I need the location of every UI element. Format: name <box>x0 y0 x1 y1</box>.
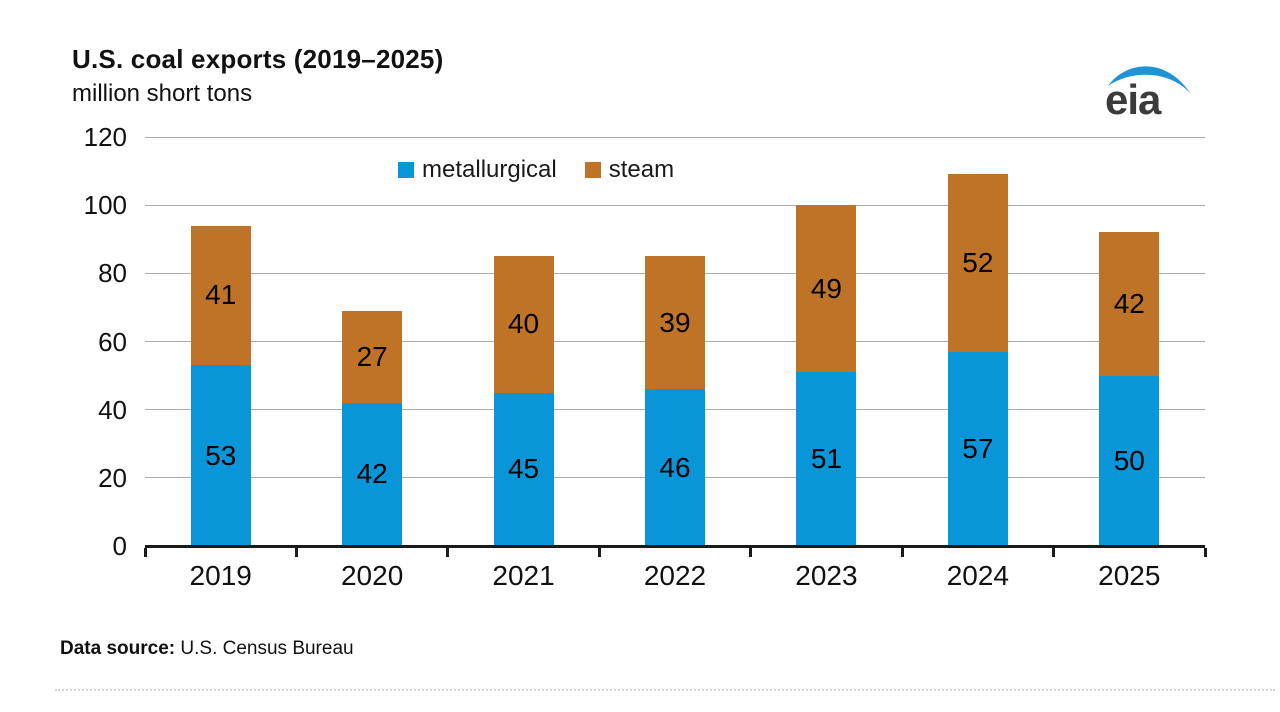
y-axis-label-40: 40 <box>98 394 127 425</box>
x-axis-label-2023: 2023 <box>795 560 858 591</box>
data-source-label: Data source: <box>60 638 176 659</box>
x-axis-tick-5 <box>900 548 904 557</box>
bar-segment-steam-2024 <box>947 174 1008 352</box>
bar-segment-metallurgical-2020 <box>342 402 403 546</box>
y-axis-label-100: 100 <box>83 190 127 221</box>
bar-segment-metallurgical-2024 <box>947 351 1008 546</box>
bar-label-metallurgical-2020: 42 <box>356 458 388 490</box>
bar-label-metallurgical-2025: 50 <box>1113 444 1145 476</box>
bar-label-metallurgical-2021: 45 <box>507 453 540 485</box>
y-axis-label-60: 60 <box>98 326 127 357</box>
bar-label-steam-2019: 41 <box>205 279 237 311</box>
data-source-value: U.S. Census Bureau <box>180 638 354 659</box>
bar-segment-metallurgical-2025 <box>1099 375 1160 546</box>
x-axis-tick-4 <box>749 548 753 557</box>
bar-segment-steam-2021 <box>493 256 554 393</box>
chart-title: U.S. coal exports (2019–2025) <box>72 44 444 74</box>
bottom-dotted-separator <box>55 689 1275 691</box>
bar-segment-steam-2022 <box>645 256 705 390</box>
bar-label-metallurgical-2023: 51 <box>810 443 842 475</box>
bar-segment-steam-2023 <box>796 205 857 373</box>
bar-segment-steam-2019 <box>190 225 251 366</box>
x-axis-label-2019: 2019 <box>189 560 252 591</box>
x-axis-label-2021: 2021 <box>492 560 555 591</box>
x-axis-label-2022: 2022 <box>643 560 707 591</box>
x-axis-line <box>145 545 1205 548</box>
x-axis-tick-7 <box>1203 548 1207 557</box>
bar-label-steam-2023: 49 <box>810 272 842 304</box>
bar-label-metallurgical-2024: 57 <box>962 432 994 464</box>
x-axis-tick-2 <box>446 548 450 557</box>
bar-label-steam-2020: 27 <box>356 340 388 372</box>
gridline-100 <box>145 204 1205 206</box>
bar-segment-steam-2020 <box>342 310 403 403</box>
bar-segment-metallurgical-2023 <box>796 372 857 546</box>
y-axis-label-0: 0 <box>112 531 127 561</box>
legend-item-steam: steam <box>584 156 675 184</box>
legend-swatch-metallurgical <box>398 162 414 178</box>
y-axis-label-20: 20 <box>98 462 127 493</box>
x-axis-tick-1 <box>294 548 298 557</box>
legend-swatch-steam <box>584 162 601 178</box>
chart-header: U.S. coal exports (2019–2025) million sh… <box>72 44 443 108</box>
bar-segment-metallurgical-2022 <box>645 389 705 546</box>
y-axis-label-120: 120 <box>83 122 127 152</box>
bar-label-steam-2021: 40 <box>507 308 540 340</box>
bar-label-metallurgical-2022: 46 <box>659 451 691 483</box>
data-source: Data source: U.S. Census Bureau <box>60 638 354 660</box>
eia-logo: eia <box>1104 58 1194 123</box>
legend-item-metallurgical: metallurgical <box>398 156 557 184</box>
eia-swoosh-icon <box>1108 66 1191 94</box>
bar-segment-steam-2025 <box>1099 232 1160 376</box>
chart-subtitle: million short tons <box>72 80 253 107</box>
bar-label-steam-2022: 39 <box>659 306 691 338</box>
chart-legend: metallurgical steam <box>398 156 674 184</box>
bar-label-metallurgical-2019: 53 <box>205 439 237 471</box>
y-axis-label-80: 80 <box>98 258 127 289</box>
legend-label-steam: steam <box>608 156 675 183</box>
legend-label-metallurgical: metallurgical <box>422 156 557 183</box>
bar-segment-metallurgical-2019 <box>190 365 251 546</box>
x-axis-tick-6 <box>1052 548 1056 557</box>
bar-segment-metallurgical-2021 <box>493 392 554 546</box>
eia-logo-svg: eia <box>1105 66 1191 123</box>
bar-label-steam-2025: 42 <box>1113 288 1145 319</box>
gridline-120 <box>145 136 1205 138</box>
eia-logo-text: eia <box>1105 76 1162 120</box>
x-axis-label-2025: 2025 <box>1098 560 1161 591</box>
x-axis-tick-0 <box>143 548 147 557</box>
x-axis-label-2020: 2020 <box>340 560 404 591</box>
x-axis-label-2024: 2024 <box>946 560 1009 591</box>
x-axis-tick-3 <box>597 548 601 557</box>
bar-label-steam-2024: 52 <box>962 247 994 279</box>
